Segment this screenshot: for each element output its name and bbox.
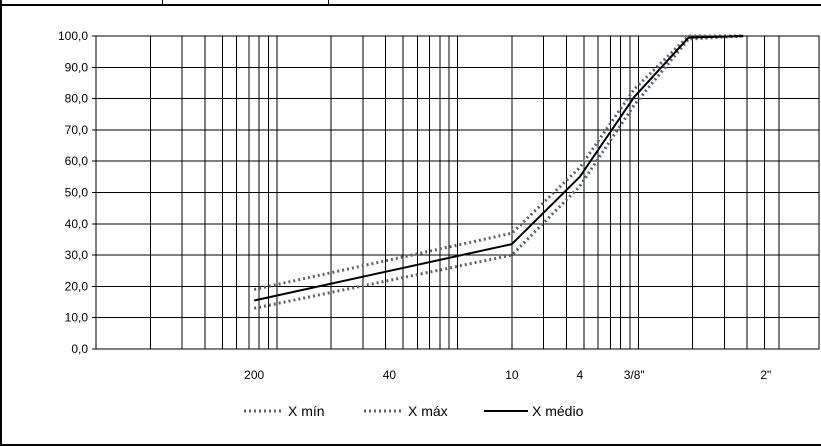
y-tick-label: 20,0 [65,279,89,293]
y-tick-label: 100,0 [58,29,88,43]
y-tick-label: 0,0 [71,342,88,356]
y-tick-label: 50,0 [65,186,89,200]
x-tick-label: 10 [505,368,519,382]
y-tick-label: 40,0 [65,217,89,231]
series-line [253,34,744,291]
x-tick-label: 4 [576,368,583,382]
series-layer [253,34,744,310]
x-axis-ticks: 200 40 10 4 3/8" 2" [244,368,771,382]
x-tick-label: 40 [383,368,397,382]
series-line [253,35,744,302]
series-line [253,34,744,310]
y-tick-label: 80,0 [65,92,89,106]
top-strip [0,0,821,6]
grid-layer [92,35,820,350]
legend-label: X máx [408,403,448,419]
top-strip-tick [328,0,329,5]
y-tick-label: 10,0 [65,311,89,325]
y-axis-ticks: 0,0 10,0 20,0 30,0 40,0 50,0 60,0 70,0 80,0 90,0 1… [58,29,88,356]
legend-label: X mín [288,403,325,419]
legend-label: X médio [532,403,584,419]
y-tick-label: 90,0 [65,60,89,74]
top-strip-tick [162,0,163,5]
x-tick-label: 3/8" [624,368,645,382]
legend: X mín X máx X médio [244,403,584,419]
x-tick-label: 200 [244,368,264,382]
y-tick-label: 60,0 [65,154,89,168]
y-tick-label: 30,0 [65,248,89,262]
x-tick-label: 2" [760,368,771,382]
y-tick-label: 70,0 [65,123,89,137]
plot-border [95,35,820,350]
